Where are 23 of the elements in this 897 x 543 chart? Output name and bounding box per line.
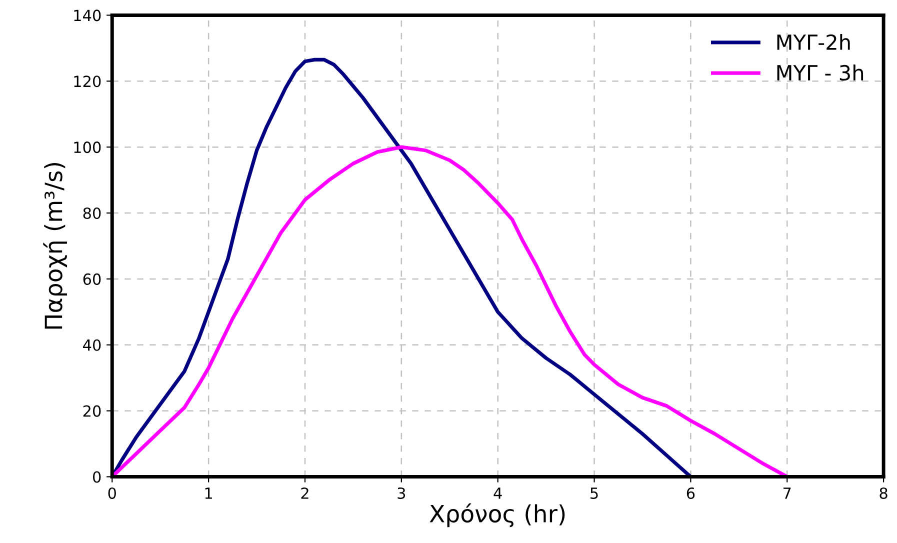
x-tick-label: 0 (108, 487, 116, 499)
y-tick-label: 120 (74, 76, 101, 88)
y-tick-label: 0 (92, 471, 101, 483)
legend-label: ΜΥΓ - 3h (777, 64, 864, 81)
x-tick-label: 2 (301, 487, 308, 499)
y-tick-label: 60 (83, 273, 101, 285)
y-tick-label: 40 (83, 339, 101, 351)
x-tick-label: 4 (494, 488, 502, 499)
line-series (112, 58, 692, 477)
y-tick-label: 140 (74, 10, 101, 22)
x-tick-label: 7 (784, 488, 791, 499)
x-tick-label: 1 (205, 488, 212, 499)
y-axis-title: Παροχή (m³/s) (43, 163, 67, 329)
x-tick-label: 8 (880, 487, 888, 499)
line-series (112, 145, 789, 477)
x-tick-label: 6 (686, 487, 695, 499)
x-tick-label: 5 (590, 488, 598, 499)
y-tick-label: 20 (83, 405, 101, 417)
x-tick-label: 3 (398, 487, 406, 499)
y-tick-label: 80 (83, 207, 101, 220)
x-axis-title: Χρόνος (hr) (430, 503, 565, 528)
y-tick-label: 100 (74, 142, 101, 154)
legend-label: ΜΥΓ-2h (777, 34, 850, 50)
